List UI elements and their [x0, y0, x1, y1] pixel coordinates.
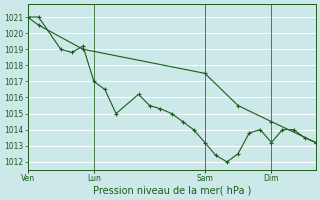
X-axis label: Pression niveau de la mer( hPa ): Pression niveau de la mer( hPa )	[92, 186, 251, 196]
